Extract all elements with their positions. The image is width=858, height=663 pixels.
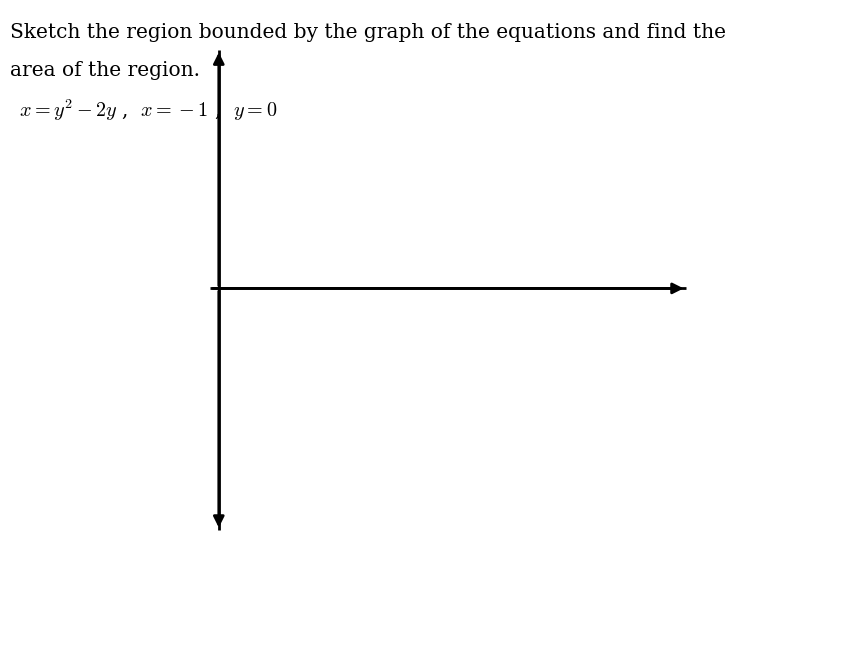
Text: $x = y^2 - 2y$ ,  $x = -1$ ,  $y = 0$: $x = y^2 - 2y$ , $x = -1$ , $y = 0$ — [19, 97, 277, 123]
Text: Sketch the region bounded by the graph of the equations and find the: Sketch the region bounded by the graph o… — [10, 23, 726, 42]
Text: area of the region.: area of the region. — [10, 61, 200, 80]
